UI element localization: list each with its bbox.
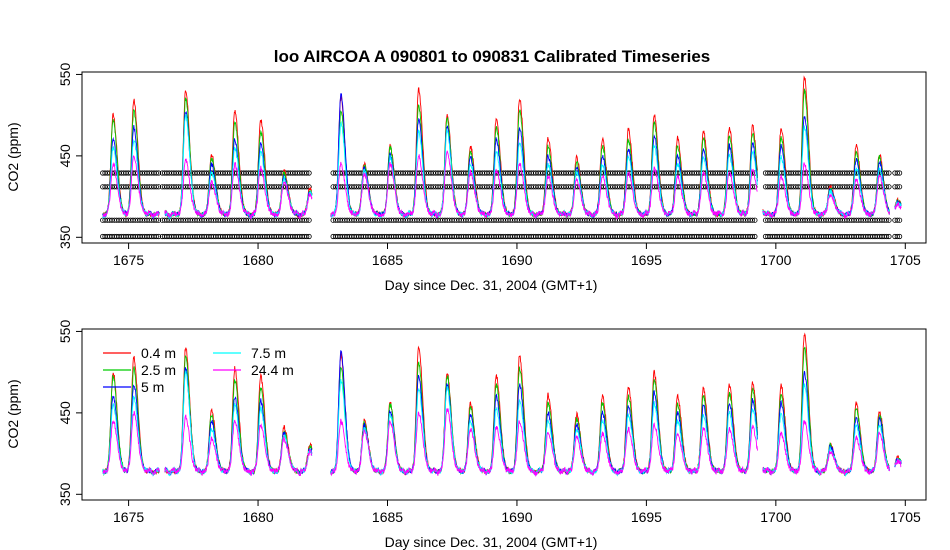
top-panel: 1675 1680 1685 1690 1695 1700 1705 350 450 550 Da…: [5, 63, 927, 293]
bottom-panel-axes: 1675 1680 1685 1690 1695 1700 1705 350 450 550: [57, 320, 921, 525]
calibration-points-1-0: [100, 217, 162, 223]
calibration-point: [752, 184, 758, 190]
calibration-point: [153, 217, 159, 223]
top-x-tick-label: 1680: [242, 252, 273, 268]
calibration-point: [156, 233, 162, 240]
calibration-points-0-2: [330, 233, 758, 240]
top-panel-data: [100, 75, 903, 240]
calibration-point: [156, 170, 162, 176]
top-y-tick-label: 350: [57, 225, 73, 249]
calibration-point: [896, 233, 903, 240]
top-panel-axes: 1675 1680 1685 1690 1695 1700 1705 350 450 550: [57, 63, 921, 268]
legend-label-5-m: 5 m: [141, 379, 164, 395]
top-x-tick-label: 1705: [890, 252, 921, 268]
top-y-axis-label: CO2 (ppm): [5, 122, 21, 191]
calibration-points-0-0: [100, 233, 162, 240]
bottom-x-axis-label: Day since Dec. 31, 2004 (GMT+1): [385, 534, 598, 550]
calibration-point: [304, 233, 310, 240]
calibration-point: [894, 217, 900, 223]
calibration-point: [886, 170, 892, 176]
calibration-points-3-4: [892, 170, 903, 176]
calibration-point: [752, 233, 758, 240]
bottom-x-tick-label: 1705: [890, 509, 921, 525]
legend-label-2-5-m: 2.5 m: [141, 362, 176, 378]
top-x-axis-label: Day since Dec. 31, 2004 (GMT+1): [385, 277, 598, 293]
calibration-points-1-1: [159, 217, 312, 223]
calibration-point: [156, 184, 162, 190]
bottom-x-tick-label: 1690: [501, 509, 532, 525]
calibration-point: [883, 233, 890, 240]
chart-title: loo AIRCOA A 090801 to 090831 Calibrated…: [274, 47, 711, 66]
top-y-tick-label: 550: [57, 63, 73, 87]
calibration-point: [153, 184, 159, 190]
top-series-line-24-4-m: [102, 150, 902, 221]
calibration-point: [894, 233, 900, 240]
bottom-plot-frame: [81, 328, 927, 501]
calibration-points-2-1: [159, 184, 312, 190]
calibration-point: [896, 170, 903, 176]
top-x-tick-label: 1700: [760, 252, 791, 268]
calibration-point: [306, 233, 312, 240]
calibration-points-3-3: [762, 170, 892, 176]
calibration-point: [153, 233, 159, 240]
calibration-points-2-3: [762, 184, 892, 190]
legend-label-24-4-m: 24.4 m: [251, 362, 294, 378]
bottom-x-tick-label: 1695: [631, 509, 662, 525]
calibration-point: [894, 170, 900, 176]
calibration-points-0-1: [159, 233, 312, 240]
legend-label-0-4-m: 0.4 m: [141, 345, 176, 361]
bottom-y-axis-label: CO2 (ppm): [5, 379, 21, 448]
bottom-y-tick-label: 550: [57, 320, 73, 344]
calibration-point: [306, 217, 312, 223]
calibration-points-1-4: [892, 217, 903, 223]
bottom-x-tick-label: 1680: [242, 509, 273, 525]
bottom-x-tick-label: 1685: [372, 509, 403, 525]
bottom-panel-data: [102, 332, 902, 478]
calibration-point: [306, 170, 312, 176]
top-plot-frame: [81, 71, 927, 244]
calibration-point: [896, 184, 903, 190]
calibration-point: [304, 184, 310, 190]
bottom-y-tick-label: 450: [57, 401, 73, 425]
top-x-tick-label: 1690: [501, 252, 532, 268]
top-x-tick-label: 1685: [372, 252, 403, 268]
bottom-x-tick-label: 1675: [113, 509, 144, 525]
bottom-x-tick-label: 1700: [760, 509, 791, 525]
calibration-points-2-4: [892, 184, 903, 190]
calibration-point: [304, 170, 310, 176]
calibration-point: [883, 170, 890, 176]
calibration-point: [886, 184, 892, 190]
top-y-tick-label: 450: [57, 144, 73, 168]
calibration-points-0-4: [892, 233, 903, 240]
calibration-point: [304, 217, 310, 223]
legend: 0.4 m2.5 m5 m 7.5 m24.4 m: [103, 345, 294, 395]
calibration-point: [883, 217, 890, 223]
legend-label-7-5-m: 7.5 m: [251, 345, 286, 361]
calibration-point: [749, 217, 756, 223]
calibration-points-0-3: [762, 233, 892, 240]
top-x-tick-label: 1675: [113, 252, 144, 268]
bottom-panel: 1675 1680 1685 1690 1695 1700 1705 350 450 550 Da…: [5, 320, 927, 550]
calibration-point: [886, 233, 892, 240]
calibration-point: [886, 217, 892, 223]
top-x-tick-label: 1695: [631, 252, 662, 268]
bottom-y-tick-label: 350: [57, 482, 73, 506]
calibration-point: [153, 170, 159, 176]
calibration-points-1-2: [330, 217, 758, 223]
calibration-point: [752, 217, 758, 223]
calibration-points-1-3: [762, 217, 892, 223]
calibration-point: [894, 184, 900, 190]
calibration-point: [156, 217, 162, 223]
calibration-point: [896, 217, 903, 223]
calibration-point: [749, 233, 756, 240]
bottom-series-line-24-4-m: [102, 408, 902, 478]
